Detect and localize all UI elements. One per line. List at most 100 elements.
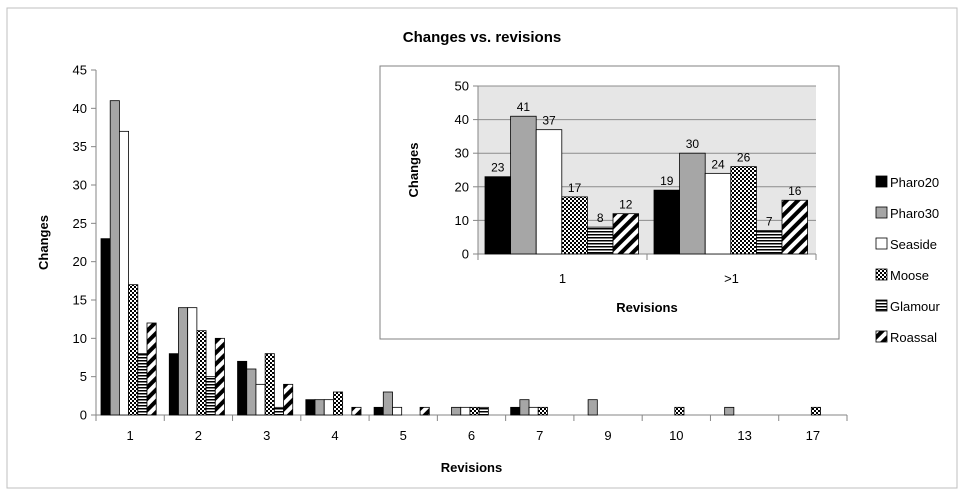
bar-pharo30 bbox=[246, 368, 257, 416]
bar-glamour bbox=[273, 406, 284, 416]
legend-swatch-seaside bbox=[875, 237, 888, 250]
inset-bar-moose bbox=[561, 196, 588, 255]
legend-label: Seaside bbox=[890, 237, 937, 252]
legend-label: Pharo20 bbox=[890, 175, 939, 190]
inset-data-label: 23 bbox=[491, 161, 505, 175]
inset-y-tick-label: 10 bbox=[455, 213, 469, 228]
inset-bar-pharo20 bbox=[653, 189, 681, 255]
legend-label: Glamour bbox=[890, 299, 941, 314]
inset-data-label: 30 bbox=[686, 137, 700, 151]
bar-moose bbox=[128, 284, 139, 416]
bar-pharo30 bbox=[451, 406, 462, 416]
bar-moose bbox=[674, 406, 685, 416]
bar-pharo20 bbox=[305, 399, 316, 416]
bar-moose bbox=[469, 406, 480, 416]
inset-y-tick-label: 40 bbox=[455, 112, 469, 127]
inset-y-tick-label: 50 bbox=[455, 79, 469, 94]
inset-bar-roassal bbox=[612, 213, 640, 255]
y-tick-label: 0 bbox=[80, 408, 87, 423]
bar-roassal bbox=[146, 322, 157, 416]
inset-data-label: 7 bbox=[766, 214, 773, 228]
inset-bar-roassal bbox=[781, 199, 809, 255]
x-tick-label: 3 bbox=[263, 428, 270, 443]
x-tick-label: 4 bbox=[331, 428, 338, 443]
inset-y-tick-label: 0 bbox=[462, 247, 469, 262]
y-tick-label: 25 bbox=[73, 216, 87, 231]
inset-data-label: 8 bbox=[597, 211, 604, 225]
inset-x-axis-title: Revisions bbox=[616, 300, 677, 315]
x-tick-label: 2 bbox=[195, 428, 202, 443]
y-tick-label: 30 bbox=[73, 178, 87, 193]
inset-x-tick-label: 1 bbox=[559, 271, 566, 286]
bar-roassal bbox=[419, 406, 430, 416]
legend-swatch-moose bbox=[875, 268, 888, 281]
bar-moose bbox=[537, 406, 548, 416]
bar-pharo20 bbox=[168, 353, 179, 416]
legend-label: Moose bbox=[890, 268, 929, 283]
bar-pharo20 bbox=[510, 406, 521, 416]
inset-y-axis-title: Changes bbox=[406, 143, 421, 198]
chart-title: Changes vs. revisions bbox=[403, 29, 561, 46]
bar-pharo30 bbox=[178, 307, 189, 416]
bar-pharo30 bbox=[519, 399, 530, 416]
bar-pharo30 bbox=[724, 406, 735, 416]
y-tick-label: 10 bbox=[73, 331, 87, 346]
bar-moose bbox=[333, 391, 344, 416]
y-tick-label: 15 bbox=[73, 293, 87, 308]
x-tick-label: 1 bbox=[127, 428, 134, 443]
y-tick-label: 45 bbox=[73, 63, 87, 78]
x-tick-label: 17 bbox=[806, 428, 820, 443]
inset-bar-moose bbox=[730, 166, 757, 255]
bar-seaside bbox=[323, 399, 334, 416]
y-tick-label: 20 bbox=[73, 254, 87, 269]
bar-roassal bbox=[214, 337, 225, 416]
inset-bar-pharo20 bbox=[484, 176, 512, 255]
legend-swatch-pharo30 bbox=[875, 206, 888, 219]
y-tick-label: 35 bbox=[73, 139, 87, 154]
legend-swatch-roassal bbox=[875, 330, 888, 343]
x-tick-label: 9 bbox=[604, 428, 611, 443]
inset-data-label: 12 bbox=[619, 198, 633, 212]
bar-moose bbox=[196, 330, 207, 416]
bar-seaside bbox=[187, 307, 198, 416]
inset-x-tick-label: >1 bbox=[724, 271, 739, 286]
bar-pharo30 bbox=[314, 399, 325, 416]
bar-pharo30 bbox=[587, 399, 598, 416]
bar-moose bbox=[810, 406, 821, 416]
legend-swatch-pharo20 bbox=[875, 175, 888, 188]
x-tick-label: 7 bbox=[536, 428, 543, 443]
inset-bar-seaside bbox=[704, 172, 732, 255]
bar-glamour bbox=[205, 376, 216, 416]
y-axis-title: Changes bbox=[36, 215, 51, 270]
inset-bar-glamour bbox=[587, 226, 614, 255]
inset-data-label: 24 bbox=[711, 157, 725, 171]
y-tick-label: 5 bbox=[80, 369, 87, 384]
bar-roassal bbox=[351, 406, 362, 416]
inset-bar-pharo30 bbox=[679, 152, 706, 255]
inset-data-label: 17 bbox=[568, 181, 582, 195]
legend-swatch-glamour bbox=[875, 299, 888, 312]
legend-label: Pharo30 bbox=[890, 206, 939, 221]
bar-pharo20 bbox=[373, 406, 384, 416]
x-tick-label: 13 bbox=[737, 428, 751, 443]
bar-glamour bbox=[137, 353, 148, 416]
bar-pharo30 bbox=[109, 100, 120, 416]
inset-data-label: 19 bbox=[660, 174, 674, 188]
x-axis-title: Revisions bbox=[441, 460, 502, 475]
inset-y-tick-label: 20 bbox=[455, 179, 469, 194]
y-tick-label: 40 bbox=[73, 101, 87, 116]
bar-seaside bbox=[392, 406, 403, 416]
bar-pharo30 bbox=[382, 391, 393, 416]
inset-data-label: 41 bbox=[517, 100, 531, 114]
inset-bar-seaside bbox=[535, 129, 563, 255]
inset-data-label: 16 bbox=[788, 184, 802, 198]
bar-seaside bbox=[528, 406, 539, 416]
bar-seaside bbox=[255, 383, 266, 416]
bar-seaside bbox=[119, 130, 130, 416]
x-tick-label: 6 bbox=[468, 428, 475, 443]
bar-glamour bbox=[478, 406, 489, 416]
inset-y-tick-label: 30 bbox=[455, 146, 469, 161]
bar-moose bbox=[264, 353, 275, 416]
